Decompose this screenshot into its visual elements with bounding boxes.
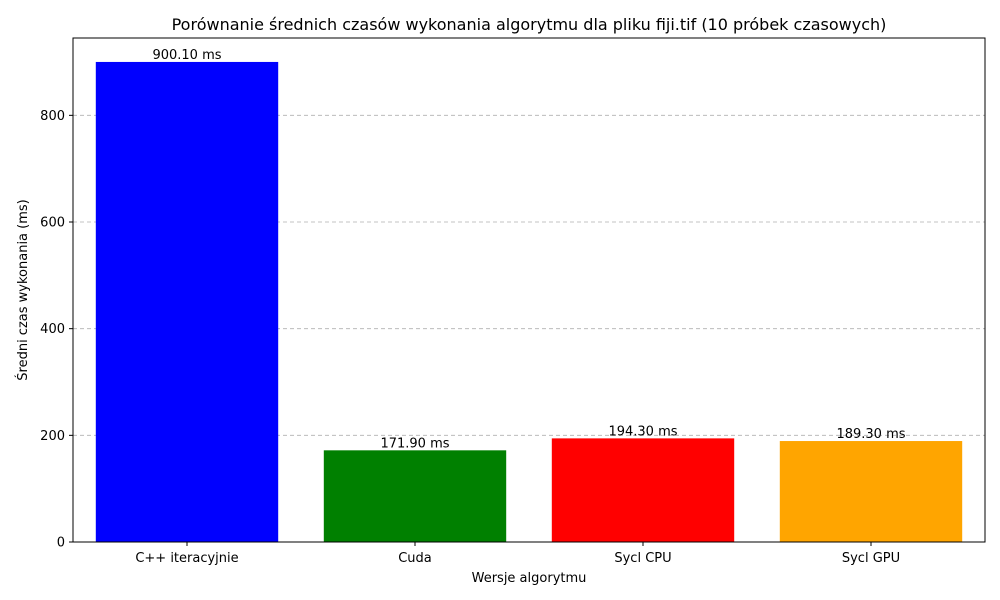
y-tick-label: 200 (40, 429, 65, 444)
bar (323, 450, 507, 542)
y-axis: 0 200 400 600 800 (40, 109, 73, 551)
bar (551, 438, 735, 542)
y-tick-label: 800 (40, 109, 65, 124)
x-axis: C++ iteracyjnie Cuda Sycl CPU Sycl GPU (135, 542, 900, 566)
y-axis-label: Średni czas wykonania (ms) (15, 199, 31, 380)
x-axis-label: Wersje algorytmu (472, 571, 587, 586)
bar (95, 61, 279, 543)
y-tick-label: 0 (57, 536, 65, 551)
bar-value-label: 900.10 ms (152, 48, 221, 63)
y-tick-label: 400 (40, 322, 65, 337)
plot-frame (72, 37, 986, 543)
y-tick-label: 600 (40, 216, 65, 231)
x-tick-label: C++ iteracyjnie (135, 551, 238, 566)
bar-value-label: 194.30 ms (608, 424, 677, 439)
x-tick-label: Sycl CPU (614, 551, 671, 566)
x-tick-label: Cuda (398, 551, 432, 566)
bar-value-labels: 900.10 ms 171.90 ms 194.30 ms 189.30 ms (152, 48, 905, 451)
x-tick-label: Sycl GPU (842, 551, 900, 566)
bar-value-label: 189.30 ms (836, 427, 905, 442)
bar-value-label: 171.90 ms (380, 436, 449, 451)
bars (95, 61, 963, 543)
bar (779, 441, 963, 542)
chart-title: Porównanie średnich czasów wykonania alg… (172, 15, 887, 34)
gridlines (73, 114, 985, 436)
